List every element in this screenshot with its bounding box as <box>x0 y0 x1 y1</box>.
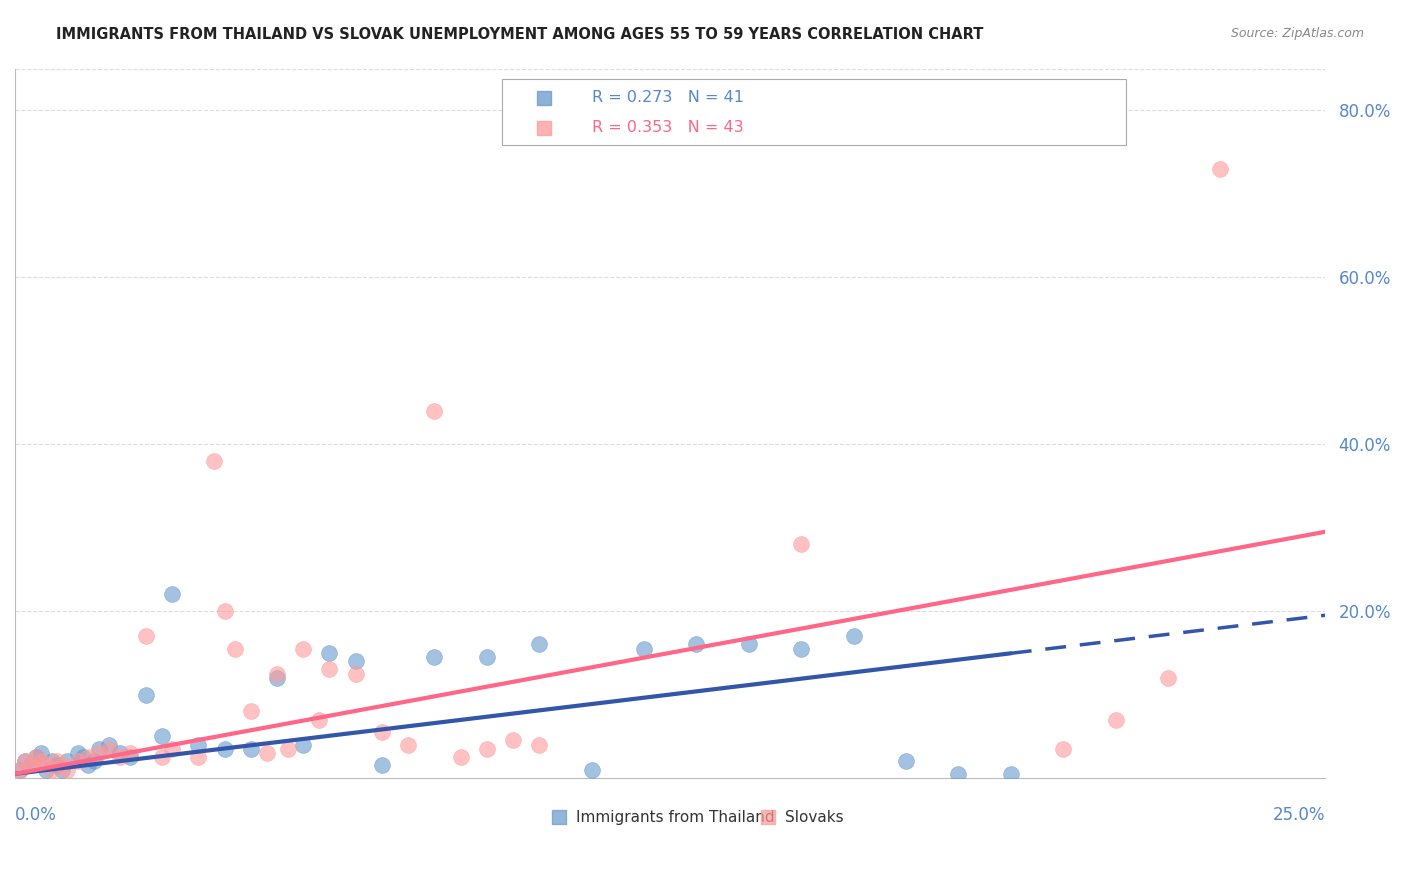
Point <box>502 733 524 747</box>
Point <box>475 650 498 665</box>
Point <box>83 754 105 768</box>
Point <box>30 746 52 760</box>
Point <box>77 750 100 764</box>
Text: R = 0.273   N = 41: R = 0.273 N = 41 <box>592 90 744 105</box>
Point <box>41 763 63 777</box>
Text: Slovaks: Slovaks <box>786 810 844 824</box>
Point <box>318 663 340 677</box>
Point <box>25 750 48 764</box>
Point <box>187 738 209 752</box>
Point <box>162 587 184 601</box>
Point <box>685 637 707 651</box>
Point <box>318 646 340 660</box>
Point <box>30 754 52 768</box>
Point <box>277 741 299 756</box>
Point <box>948 767 970 781</box>
Point <box>842 629 865 643</box>
Point <box>35 763 58 777</box>
Point <box>8 763 31 777</box>
Point <box>51 758 73 772</box>
Point <box>87 746 110 760</box>
Point <box>56 754 79 768</box>
Point <box>45 754 67 768</box>
Point <box>202 454 225 468</box>
Text: Immigrants from Thailand: Immigrants from Thailand <box>576 810 775 824</box>
Point <box>224 641 246 656</box>
Point <box>150 750 173 764</box>
Point <box>51 763 73 777</box>
Point <box>98 741 121 756</box>
Point <box>14 754 37 768</box>
Point <box>266 666 288 681</box>
Point <box>533 120 555 135</box>
Point <box>475 741 498 756</box>
Point <box>266 671 288 685</box>
Point <box>790 641 813 656</box>
Point <box>633 641 655 656</box>
Point <box>72 750 94 764</box>
Point <box>56 763 79 777</box>
Point <box>20 758 42 772</box>
Point <box>581 763 603 777</box>
Point <box>45 758 67 772</box>
Point <box>98 738 121 752</box>
Point <box>423 403 446 417</box>
Point <box>135 629 157 643</box>
Point <box>66 754 89 768</box>
Point <box>396 738 419 752</box>
Point <box>214 741 236 756</box>
Point <box>20 758 42 772</box>
Point <box>135 688 157 702</box>
Text: 0.0%: 0.0% <box>15 806 56 824</box>
Point <box>120 750 142 764</box>
Point <box>25 750 48 764</box>
Point <box>292 641 315 656</box>
Point <box>450 750 472 764</box>
Text: IMMIGRANTS FROM THAILAND VS SLOVAK UNEMPLOYMENT AMONG AGES 55 TO 59 YEARS CORREL: IMMIGRANTS FROM THAILAND VS SLOVAK UNEMP… <box>56 27 984 42</box>
Point <box>738 637 761 651</box>
Point <box>533 91 555 105</box>
Point <box>292 738 315 752</box>
Point <box>87 741 110 756</box>
Point <box>8 763 31 777</box>
Point <box>1000 767 1022 781</box>
Point <box>423 650 446 665</box>
Point <box>790 537 813 551</box>
Point <box>108 750 131 764</box>
Point <box>41 754 63 768</box>
Point <box>239 741 262 756</box>
Point <box>14 754 37 768</box>
Point <box>894 754 917 768</box>
Point <box>344 666 367 681</box>
Point <box>1209 161 1232 176</box>
Point <box>1052 741 1074 756</box>
FancyBboxPatch shape <box>502 78 1126 145</box>
Point <box>214 604 236 618</box>
Point <box>108 746 131 760</box>
Point <box>1104 713 1126 727</box>
Point <box>239 704 262 718</box>
Point <box>187 750 209 764</box>
Text: Source: ZipAtlas.com: Source: ZipAtlas.com <box>1230 27 1364 40</box>
Text: 25.0%: 25.0% <box>1272 806 1326 824</box>
Point <box>150 729 173 743</box>
Point <box>371 758 394 772</box>
Point <box>527 738 550 752</box>
Point <box>527 637 550 651</box>
Point <box>371 725 394 739</box>
Point <box>77 758 100 772</box>
Point <box>162 741 184 756</box>
Point <box>256 746 278 760</box>
Point <box>344 654 367 668</box>
Point <box>1157 671 1180 685</box>
Text: R = 0.353   N = 43: R = 0.353 N = 43 <box>592 120 744 136</box>
Point <box>35 758 58 772</box>
Point <box>66 746 89 760</box>
Point <box>120 746 142 760</box>
Point <box>308 713 330 727</box>
